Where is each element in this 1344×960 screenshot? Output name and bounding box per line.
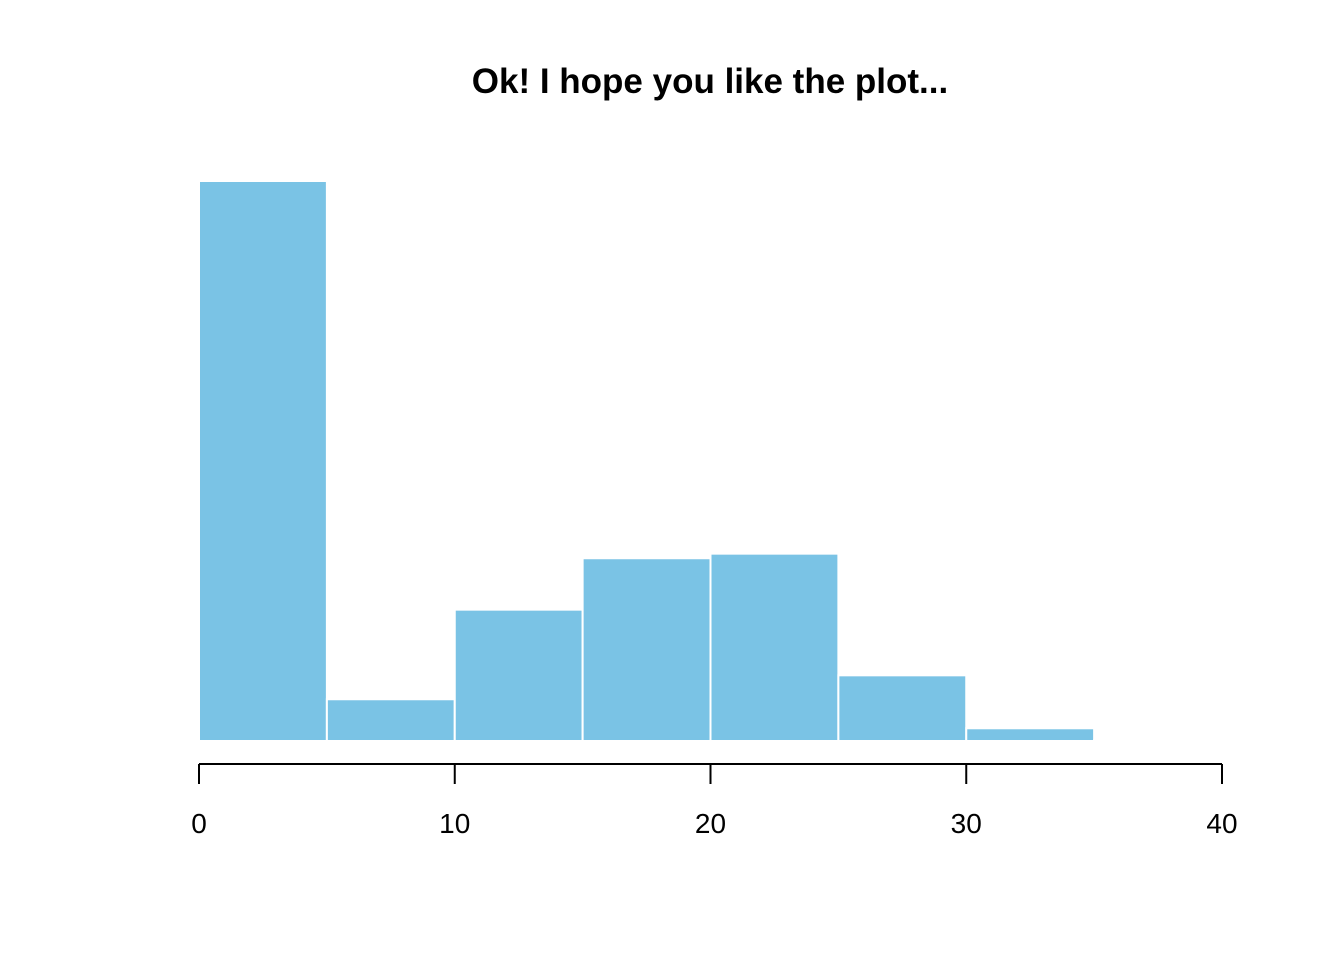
histogram-bar-5-10	[325, 698, 456, 742]
bars-group	[198, 180, 1223, 743]
histogram-bar-25-30	[837, 674, 968, 742]
histogram-bar-15-20	[581, 557, 712, 743]
x-tick-label-20: 20	[695, 808, 726, 839]
histogram-bar-10-15	[453, 608, 584, 742]
x-tick-label-30: 30	[951, 808, 982, 839]
histogram-bar-0-5	[198, 180, 328, 742]
histogram-bar-20-25	[709, 552, 840, 742]
histogram-bar-30-35	[965, 727, 1096, 742]
x-tick-label-10: 10	[439, 808, 470, 839]
x-axis: 0 10 20 30 40	[191, 763, 1238, 839]
x-tick-label-0: 0	[191, 808, 207, 839]
histogram-bar-35-40	[1093, 739, 1223, 743]
chart-title: Ok! I hope you like the plot...	[472, 62, 948, 101]
x-tick-label-40: 40	[1206, 808, 1237, 839]
